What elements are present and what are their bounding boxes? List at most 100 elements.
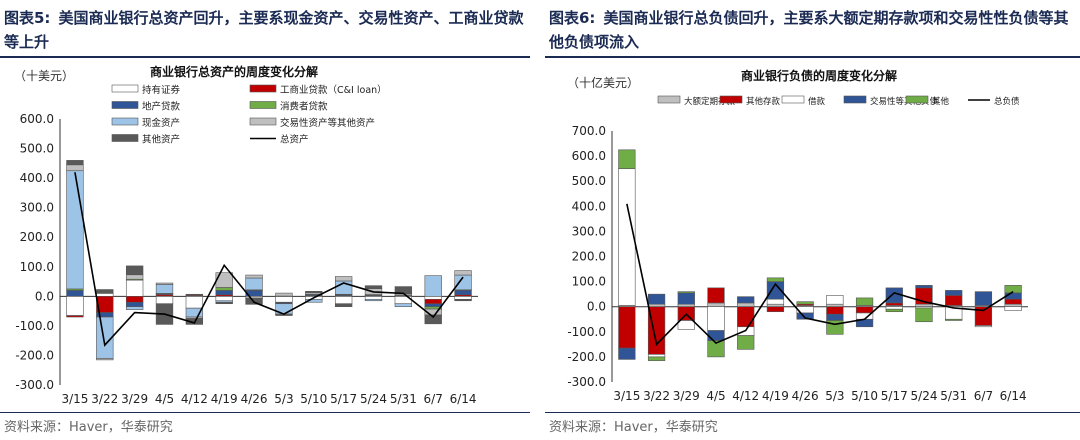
bar-segment bbox=[1004, 285, 1022, 294]
bar-segment bbox=[766, 306, 785, 313]
bar-segment bbox=[66, 315, 84, 318]
legend-swatch bbox=[781, 95, 805, 104]
x-tick-label: 5/24 bbox=[911, 389, 938, 403]
bar-segment bbox=[66, 164, 84, 172]
legend-swatch bbox=[111, 117, 139, 126]
bar-segment bbox=[125, 265, 144, 276]
source-note: 资料来源：Haver，华泰研究 bbox=[4, 420, 173, 435]
x-tick-label: 5/24 bbox=[360, 392, 387, 406]
total-line bbox=[74, 172, 464, 347]
figure-number: 图表6: bbox=[549, 9, 596, 27]
legend-label: 大额定期存款 bbox=[684, 96, 736, 107]
y-tick-label: -100.0 bbox=[15, 319, 54, 333]
y-tick-label: -300.0 bbox=[15, 378, 54, 392]
bar-segment bbox=[66, 170, 84, 290]
bar-segment bbox=[707, 340, 725, 358]
x-tick-label: 4/12 bbox=[732, 389, 759, 403]
x-tick-label: 5/10 bbox=[300, 392, 327, 406]
source-note: 资料来源：Haver，华泰研究 bbox=[549, 420, 718, 435]
bar-segment bbox=[364, 298, 383, 302]
bar-segment bbox=[737, 302, 755, 307]
assets-chart: 600.0 500.0 400.0 300.0 200.0 100.0 0.0 -100.0 -… bbox=[15, 84, 478, 406]
y-tick-label: 300.0 bbox=[20, 201, 54, 215]
y-tick-label: -100.0 bbox=[567, 325, 606, 339]
bar-segment bbox=[125, 274, 144, 280]
bar-segment bbox=[1004, 306, 1022, 311]
bar-segment bbox=[245, 277, 263, 291]
panel-total-liabilities: 图表6: 美国商业银行总负债回升，主要系大额定期存款项和交易性性负债等其他负债项流… bbox=[545, 0, 1080, 440]
bar-segment bbox=[424, 298, 442, 305]
bar-segment bbox=[974, 325, 993, 328]
legend-label: 交易性等其他负债 bbox=[870, 96, 939, 107]
legend-swatch bbox=[111, 101, 139, 109]
legend-swatch bbox=[843, 95, 867, 104]
bar-segment bbox=[647, 293, 666, 305]
legend-label: 其他存款 bbox=[746, 96, 781, 107]
bar-segment bbox=[215, 301, 233, 305]
bar-segment bbox=[66, 160, 84, 166]
bar-segment bbox=[647, 354, 666, 358]
title-divider bbox=[0, 56, 530, 58]
bar-segment bbox=[185, 293, 204, 296]
y-tick-label: -200.0 bbox=[15, 348, 54, 362]
bar-segment bbox=[424, 296, 442, 300]
bar-segment bbox=[275, 292, 293, 297]
liabilities-chart: 700.0 600.0 500.0 400.0 300.0 200.0 100.0 0.0 -1… bbox=[567, 95, 1028, 403]
bar-segment bbox=[185, 296, 204, 309]
bar-segment bbox=[618, 149, 636, 169]
chart-title: 商业银行总资产的周度变化分解 bbox=[150, 65, 319, 79]
bar-segment bbox=[125, 306, 144, 310]
legend-swatch bbox=[249, 84, 277, 93]
y-tick-label: 500.0 bbox=[20, 142, 54, 156]
y-tick-label: 100.0 bbox=[572, 275, 606, 289]
bar-segment bbox=[677, 291, 695, 294]
bar-segment bbox=[155, 296, 174, 305]
bar-segment bbox=[454, 296, 472, 300]
legend-swatch bbox=[111, 134, 139, 142]
bar-segment bbox=[454, 270, 472, 276]
bar-segment bbox=[364, 296, 383, 300]
bar-segment bbox=[945, 318, 963, 321]
x-tick-label: 5/10 bbox=[851, 389, 878, 403]
bar-segment bbox=[215, 296, 233, 302]
bar-segment bbox=[945, 295, 963, 306]
legend-swatch bbox=[657, 95, 681, 104]
bar-segment bbox=[677, 303, 695, 308]
figure-number: 图表5: bbox=[4, 9, 51, 27]
bar-segment bbox=[826, 295, 844, 305]
title-divider bbox=[545, 56, 1080, 58]
bar-segment bbox=[826, 306, 844, 315]
bar-segment bbox=[855, 306, 874, 314]
y-tick-label: 500.0 bbox=[572, 174, 606, 188]
x-tick-label: 5/31 bbox=[390, 392, 417, 406]
legend-swatch bbox=[249, 117, 277, 126]
legend-label: 工商业贷款（C&I loan） bbox=[280, 84, 387, 96]
bar-segment bbox=[215, 290, 233, 296]
x-tick-label: 4/26 bbox=[241, 392, 268, 406]
bar-segment bbox=[454, 298, 472, 302]
y-tick-label: 200.0 bbox=[572, 250, 606, 264]
bar-segment bbox=[974, 291, 993, 306]
bar-segment bbox=[915, 285, 933, 289]
bar-segment bbox=[96, 289, 114, 293]
bar-segment bbox=[707, 330, 725, 341]
bar-segment bbox=[334, 296, 353, 305]
bar-segment bbox=[677, 320, 695, 330]
bar-segment bbox=[707, 287, 725, 304]
x-tick-label: 3/29 bbox=[673, 389, 700, 403]
total-line bbox=[626, 203, 1014, 346]
y-tick-label: -300.0 bbox=[567, 375, 606, 389]
bar-segment bbox=[766, 277, 785, 282]
legend-label: 借款 bbox=[808, 96, 826, 107]
y-tick-label: -200.0 bbox=[567, 350, 606, 364]
figure-title: 图表6: 美国商业银行总负债回升，主要系大额定期存款项和交易性性负债等其他负债项流… bbox=[549, 6, 1080, 54]
bar-segment bbox=[737, 296, 755, 304]
bar-segment bbox=[737, 335, 755, 350]
bar-segment bbox=[618, 347, 636, 360]
bar-segment bbox=[618, 306, 636, 349]
x-tick-label: 6/14 bbox=[1000, 389, 1027, 403]
bar-segment bbox=[155, 284, 174, 294]
bar-segment bbox=[885, 308, 903, 313]
chart-title: 商业银行负债的周度变化分解 bbox=[741, 69, 898, 83]
x-tick-label: 3/22 bbox=[643, 389, 670, 403]
